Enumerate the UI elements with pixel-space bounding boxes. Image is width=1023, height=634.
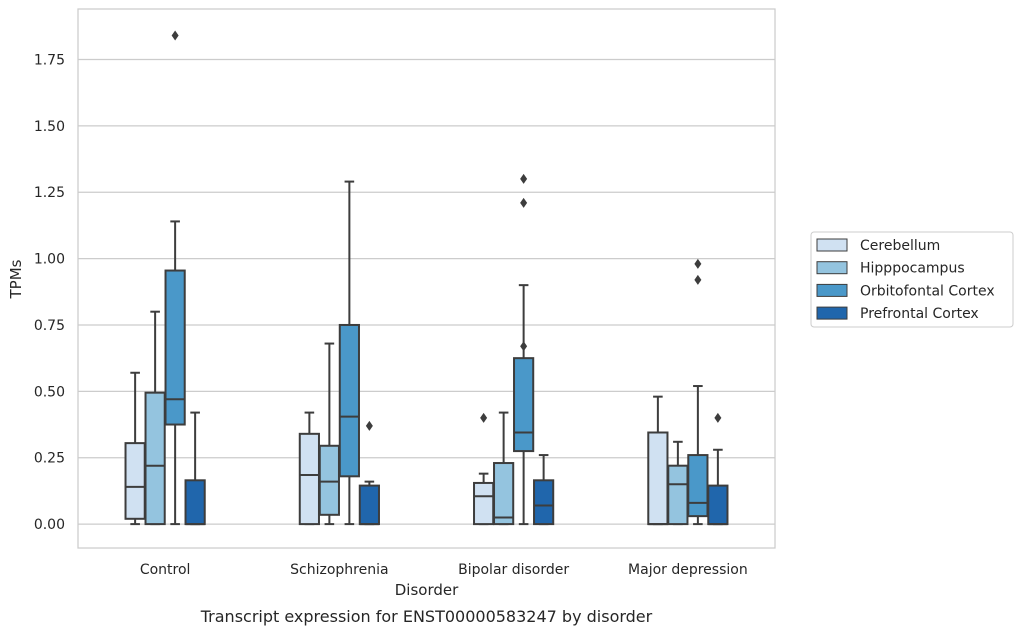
box-prefrontal-cortex bbox=[707, 412, 729, 526]
iqr-box bbox=[513, 357, 535, 453]
iqr-box bbox=[184, 479, 206, 526]
legend: Cerebellum Hipppocampus Orbitofontal Corte… bbox=[810, 231, 1014, 328]
iqr-box bbox=[473, 481, 495, 526]
legend-label: Prefrontal Cortex bbox=[860, 306, 979, 322]
legend-label: Hipppocampus bbox=[860, 261, 965, 277]
outlier-point bbox=[520, 173, 528, 184]
box-prefrontal-cortex bbox=[533, 454, 555, 526]
x-tick-label: Major depression bbox=[628, 562, 748, 578]
y-tick-label: 0.25 bbox=[34, 451, 65, 467]
box-hipppocampus bbox=[144, 310, 166, 526]
outlier-point bbox=[365, 420, 373, 431]
legend-label: Cerebellum bbox=[860, 238, 940, 254]
x-axis-ticks: Control Schizophrenia Bipolar disorder Majo… bbox=[140, 562, 748, 578]
iqr-box bbox=[533, 479, 555, 526]
outlier-point bbox=[694, 258, 702, 269]
chart-caption: Transcript expression for ENST0000058324… bbox=[200, 607, 653, 626]
outlier-point bbox=[171, 30, 179, 41]
outlier-point bbox=[714, 412, 722, 423]
legend-swatch bbox=[816, 238, 848, 252]
box-orbitofontal-cortex bbox=[164, 30, 186, 526]
y-tick-label: 1.00 bbox=[34, 252, 65, 268]
box-prefrontal-cortex bbox=[184, 411, 206, 526]
y-tick-label: 0.50 bbox=[34, 384, 65, 400]
iqr-box bbox=[493, 462, 515, 526]
iqr-box bbox=[358, 484, 380, 526]
x-tick-label: Schizophrenia bbox=[290, 562, 388, 578]
iqr-box bbox=[667, 464, 689, 526]
outlier-point bbox=[694, 274, 702, 285]
box-prefrontal-cortex bbox=[358, 420, 380, 526]
y-axis-ticks: 0.00 0.25 0.50 0.75 1.00 1.25 1.50 1.75 bbox=[34, 52, 65, 533]
legend-swatch bbox=[816, 283, 848, 297]
y-axis-label: TPMs bbox=[7, 259, 25, 299]
outlier-point bbox=[480, 412, 488, 423]
box-cerebellum bbox=[124, 371, 146, 526]
iqr-box bbox=[338, 323, 360, 478]
iqr-box bbox=[124, 442, 146, 520]
y-tick-label: 1.50 bbox=[34, 119, 65, 135]
iqr-box bbox=[144, 391, 166, 526]
legend-frame bbox=[810, 231, 1014, 328]
box-cerebellum bbox=[298, 411, 320, 526]
x-axis-label: Disorder bbox=[395, 581, 459, 599]
legend-swatch bbox=[816, 306, 848, 320]
iqr-box bbox=[318, 444, 340, 516]
iqr-box bbox=[298, 432, 320, 526]
plot-area-frame bbox=[77, 8, 776, 549]
y-tick-label: 1.25 bbox=[34, 185, 65, 201]
iqr-box bbox=[707, 484, 729, 526]
x-tick-label: Bipolar disorder bbox=[458, 562, 569, 578]
outlier-point bbox=[520, 341, 528, 352]
box-hipppocampus bbox=[493, 411, 515, 526]
box-orbitofontal-cortex bbox=[513, 173, 535, 526]
outlier-point bbox=[520, 197, 528, 208]
legend-swatch bbox=[816, 261, 848, 275]
legend-label: Orbitofontal Cortex bbox=[860, 283, 995, 299]
iqr-box bbox=[164, 269, 186, 426]
box-cerebellum bbox=[647, 395, 669, 526]
box-orbitofontal-cortex bbox=[338, 180, 360, 526]
iqr-box bbox=[687, 454, 709, 518]
legend-items: Cerebellum Hipppocampus Orbitofontal Corte… bbox=[816, 238, 995, 322]
x-tick-label: Control bbox=[140, 562, 191, 578]
box-hipppocampus bbox=[667, 440, 689, 526]
box-cerebellum bbox=[473, 412, 495, 526]
box-hipppocampus bbox=[318, 342, 340, 526]
boxes bbox=[124, 30, 729, 526]
y-tick-label: 1.75 bbox=[34, 52, 65, 68]
y-tick-label: 0.75 bbox=[34, 318, 65, 334]
iqr-box bbox=[647, 431, 669, 526]
y-tick-label: 0.00 bbox=[34, 517, 65, 533]
